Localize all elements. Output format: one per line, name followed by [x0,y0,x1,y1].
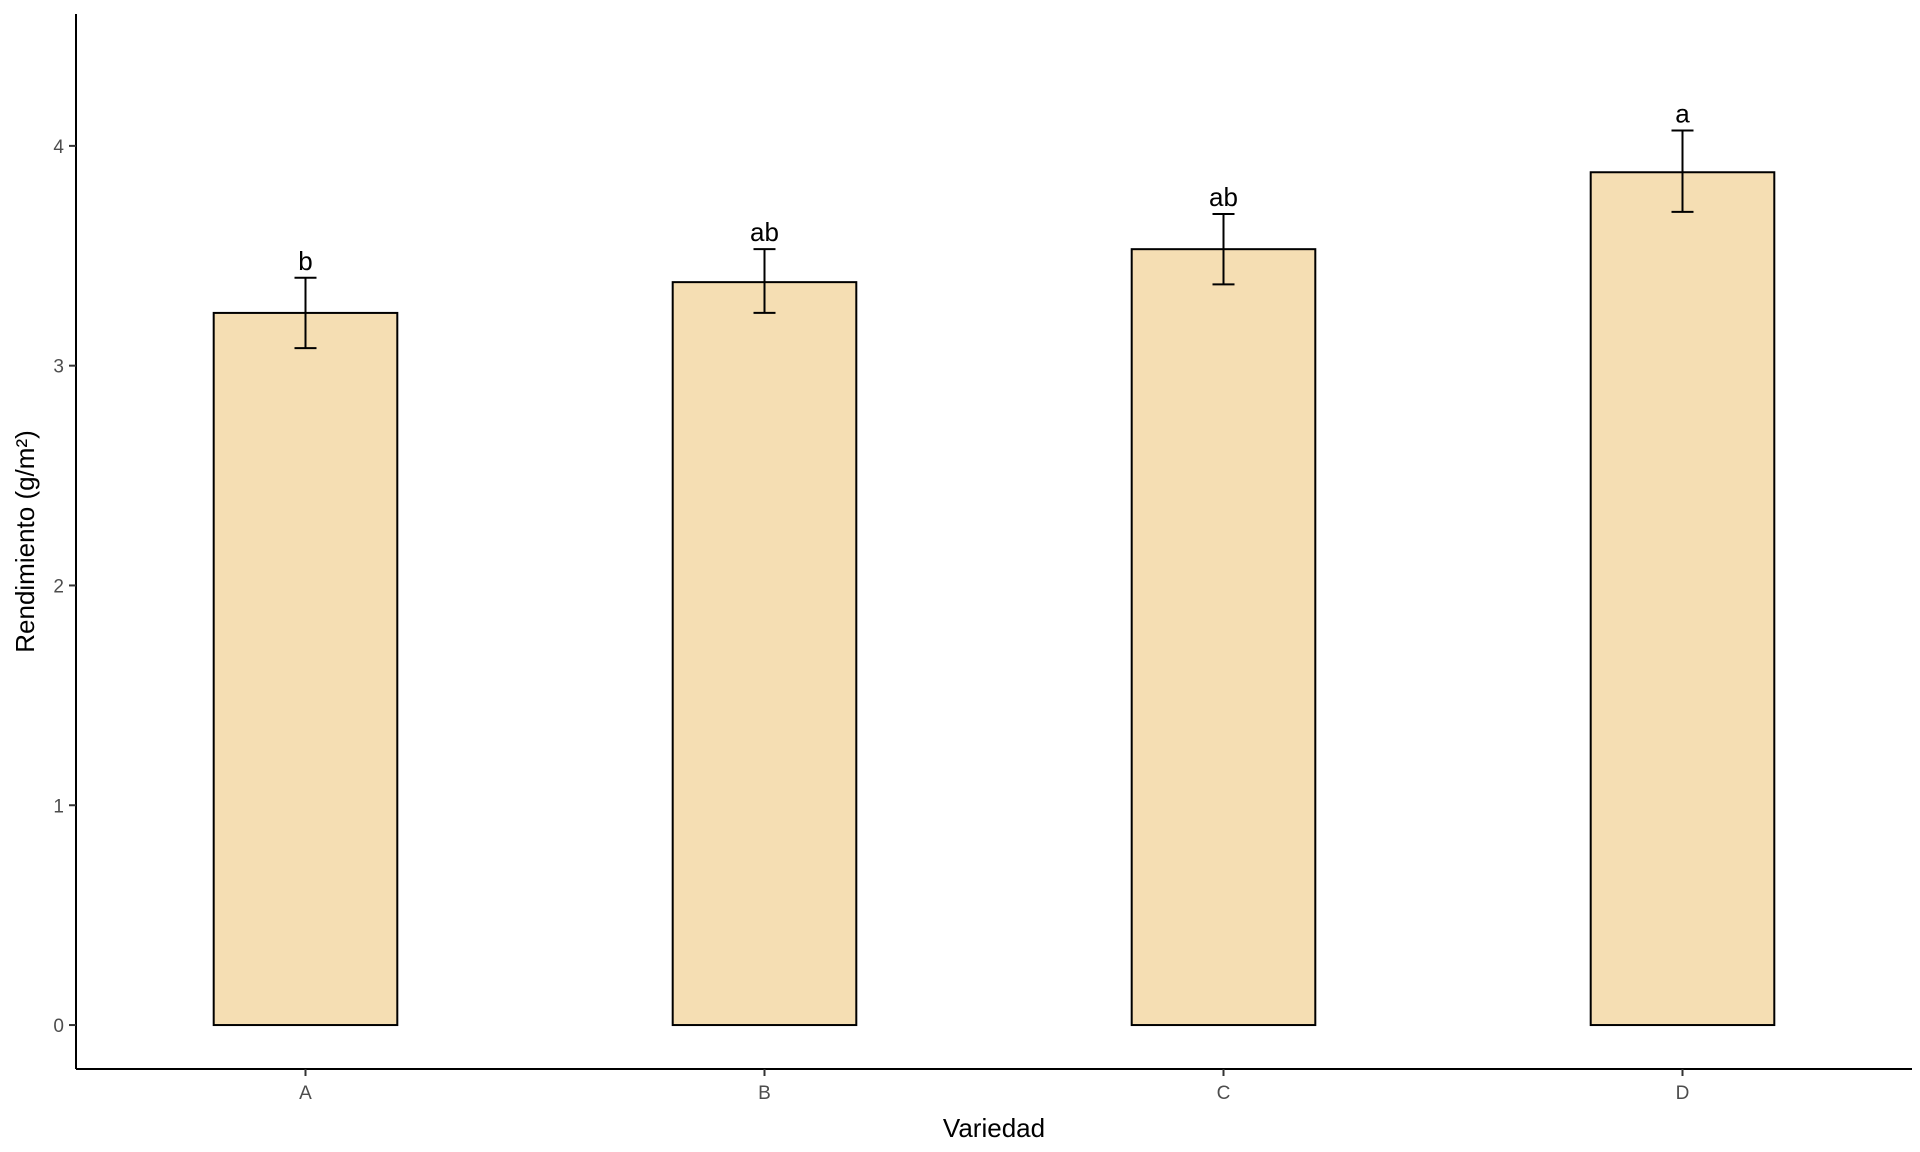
group-letter-B: ab [750,217,779,247]
group-letter-C: ab [1209,182,1238,212]
x-tick-label: B [758,1083,771,1104]
x-tick-label: A [299,1083,312,1104]
group-letter-D: a [1675,98,1690,128]
x-axis-title: Variedad [943,1113,1045,1143]
axes-layer: 0 1 2 3 4 A B C D [53,14,1912,1104]
y-tick-label: 1 [53,796,64,817]
y-tick-label: 3 [53,357,64,378]
y-tick-label: 2 [53,576,64,597]
y-axis-title: Rendimiento (g/m²) [10,430,40,653]
x-tick-label: D [1676,1083,1690,1104]
y-tick-label: 4 [53,137,64,158]
bar-A [212,311,399,1027]
y-tick-label: 0 [53,1016,64,1037]
x-tick-label: C [1217,1083,1231,1104]
bars-layer: b ab ab a [212,98,1776,1027]
bar-B [671,281,858,1027]
bar-C [1130,248,1317,1027]
group-letter-A: b [298,246,312,276]
bar-D [1589,171,1776,1027]
